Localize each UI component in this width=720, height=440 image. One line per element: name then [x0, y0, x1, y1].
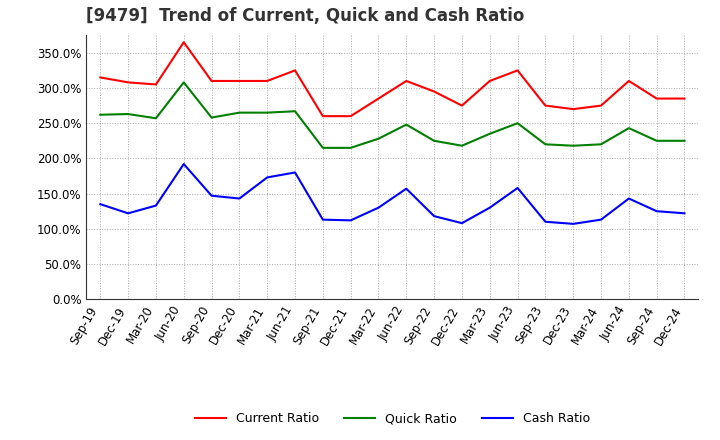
- Quick Ratio: [680, 138, 689, 143]
- Current Ratio: [485, 78, 494, 84]
- Current Ratio: [263, 78, 271, 84]
- Current Ratio: [96, 75, 104, 80]
- Quick Ratio: [263, 110, 271, 115]
- Current Ratio: [124, 80, 132, 85]
- Cash Ratio: [346, 218, 355, 223]
- Current Ratio: [541, 103, 550, 108]
- Quick Ratio: [430, 138, 438, 143]
- Quick Ratio: [485, 131, 494, 136]
- Current Ratio: [680, 96, 689, 101]
- Cash Ratio: [96, 202, 104, 207]
- Text: [9479]  Trend of Current, Quick and Cash Ratio: [9479] Trend of Current, Quick and Cash …: [86, 7, 525, 26]
- Cash Ratio: [291, 170, 300, 175]
- Cash Ratio: [235, 196, 243, 201]
- Quick Ratio: [458, 143, 467, 148]
- Cash Ratio: [402, 186, 410, 191]
- Current Ratio: [597, 103, 606, 108]
- Quick Ratio: [402, 122, 410, 127]
- Current Ratio: [374, 96, 383, 101]
- Current Ratio: [513, 68, 522, 73]
- Line: Current Ratio: Current Ratio: [100, 42, 685, 116]
- Cash Ratio: [680, 211, 689, 216]
- Current Ratio: [179, 40, 188, 45]
- Cash Ratio: [207, 193, 216, 198]
- Current Ratio: [652, 96, 661, 101]
- Quick Ratio: [291, 109, 300, 114]
- Quick Ratio: [152, 116, 161, 121]
- Quick Ratio: [597, 142, 606, 147]
- Cash Ratio: [374, 205, 383, 210]
- Quick Ratio: [179, 80, 188, 85]
- Quick Ratio: [624, 125, 633, 131]
- Cash Ratio: [569, 221, 577, 227]
- Cash Ratio: [318, 217, 327, 222]
- Current Ratio: [402, 78, 410, 84]
- Current Ratio: [207, 78, 216, 84]
- Quick Ratio: [513, 121, 522, 126]
- Current Ratio: [152, 82, 161, 87]
- Current Ratio: [291, 68, 300, 73]
- Cash Ratio: [652, 209, 661, 214]
- Cash Ratio: [624, 196, 633, 201]
- Line: Cash Ratio: Cash Ratio: [100, 164, 685, 224]
- Cash Ratio: [458, 220, 467, 226]
- Current Ratio: [318, 114, 327, 119]
- Quick Ratio: [124, 111, 132, 117]
- Current Ratio: [458, 103, 467, 108]
- Cash Ratio: [541, 219, 550, 224]
- Current Ratio: [569, 106, 577, 112]
- Quick Ratio: [235, 110, 243, 115]
- Line: Quick Ratio: Quick Ratio: [100, 82, 685, 148]
- Cash Ratio: [152, 203, 161, 208]
- Quick Ratio: [541, 142, 550, 147]
- Current Ratio: [624, 78, 633, 84]
- Quick Ratio: [207, 115, 216, 120]
- Current Ratio: [235, 78, 243, 84]
- Legend: Current Ratio, Quick Ratio, Cash Ratio: Current Ratio, Quick Ratio, Cash Ratio: [189, 407, 595, 430]
- Quick Ratio: [652, 138, 661, 143]
- Quick Ratio: [96, 112, 104, 117]
- Current Ratio: [430, 89, 438, 94]
- Cash Ratio: [513, 185, 522, 191]
- Quick Ratio: [318, 145, 327, 150]
- Quick Ratio: [346, 145, 355, 150]
- Cash Ratio: [597, 217, 606, 222]
- Quick Ratio: [374, 136, 383, 141]
- Cash Ratio: [124, 211, 132, 216]
- Current Ratio: [346, 114, 355, 119]
- Cash Ratio: [485, 205, 494, 210]
- Quick Ratio: [569, 143, 577, 148]
- Cash Ratio: [263, 175, 271, 180]
- Cash Ratio: [430, 213, 438, 219]
- Cash Ratio: [179, 161, 188, 167]
